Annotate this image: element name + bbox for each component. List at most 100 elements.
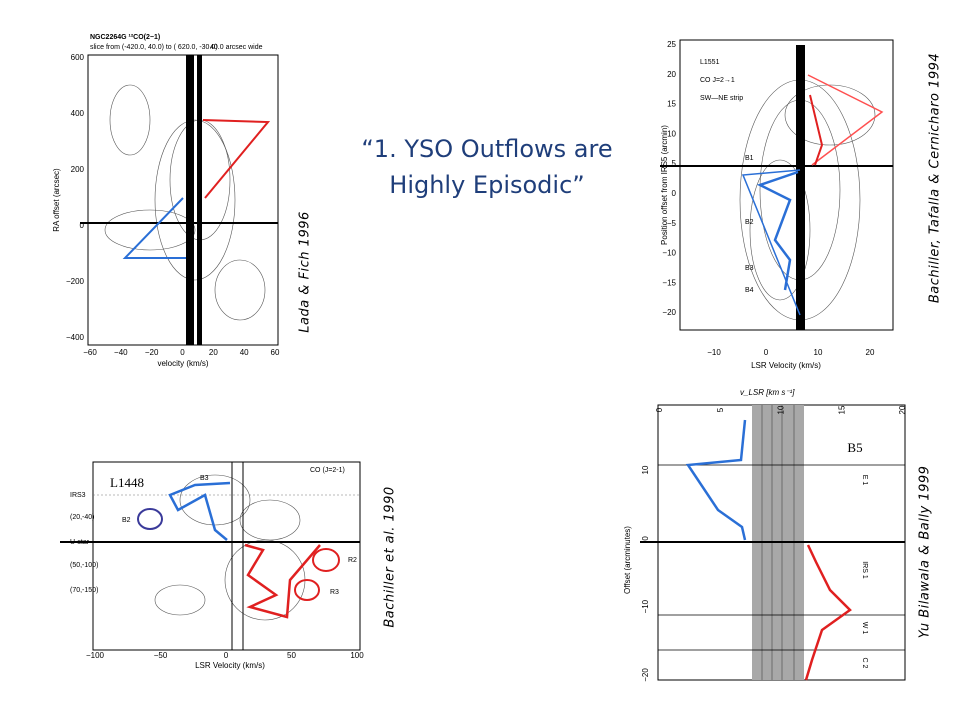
row-label: (20,-40) bbox=[70, 514, 95, 521]
blue-lobe bbox=[685, 419, 747, 541]
x-tick-label: 5 bbox=[716, 407, 725, 412]
contours bbox=[154, 474, 306, 621]
panel-4-figure bbox=[640, 404, 906, 681]
x-tick-label: 15 bbox=[837, 405, 846, 414]
slide-title: “1. YSO Outflows are bbox=[361, 135, 612, 163]
panel-header: L1551 bbox=[700, 59, 720, 66]
x-tick-label: −50 bbox=[154, 651, 168, 660]
x-tick-label: −20 bbox=[145, 348, 159, 357]
credit: Lada & Fich 1996 bbox=[298, 211, 313, 333]
feature-label: B3 bbox=[200, 475, 209, 482]
contour bbox=[154, 584, 206, 616]
y-tick-label: 15 bbox=[667, 100, 676, 109]
row-label: C 2 bbox=[861, 658, 868, 669]
y-tick-label: −20 bbox=[662, 308, 676, 317]
y-tick-label: 0 bbox=[80, 221, 85, 230]
row-label: E 1 bbox=[861, 475, 868, 486]
emission-band bbox=[796, 45, 805, 330]
plot-frame bbox=[92, 461, 361, 651]
x-tick-label: 0 bbox=[655, 407, 664, 412]
y-tick-label: −200 bbox=[66, 277, 85, 286]
x-tick-label: 0 bbox=[180, 348, 185, 357]
contour bbox=[109, 84, 151, 156]
clump-circle bbox=[137, 508, 163, 530]
contour bbox=[214, 259, 266, 321]
credit: Yu Bilawala & Bally 1999 bbox=[918, 466, 933, 639]
panel-header: slice from (-420.0, 40.0) to ( 620.0, -3… bbox=[90, 44, 218, 51]
panel-header: SW—NE strip bbox=[700, 95, 743, 102]
axis-label: LSR Velocity (km/s) bbox=[751, 361, 821, 370]
x-tick-label: 50 bbox=[287, 651, 296, 660]
x-tick-label: −60 bbox=[83, 348, 97, 357]
red-lobe bbox=[202, 119, 271, 199]
panel-1-figure bbox=[80, 54, 279, 346]
contour bbox=[784, 84, 876, 146]
credit: Bachiller et al. 1990 bbox=[383, 486, 398, 627]
panel-header: NGC2264G ¹²CO(2−1) bbox=[90, 34, 160, 41]
x-tick-label: 20 bbox=[898, 405, 907, 414]
plot-frame bbox=[87, 54, 279, 346]
y-tick-label: 600 bbox=[71, 53, 85, 62]
blue-lobe bbox=[122, 197, 186, 259]
red-lobe bbox=[804, 544, 852, 681]
x-tick-label: 0 bbox=[764, 348, 769, 357]
contour bbox=[749, 159, 811, 301]
y-tick-label: −10 bbox=[662, 249, 676, 258]
x-tick-label: 20 bbox=[866, 348, 875, 357]
x-tick-label: 10 bbox=[814, 348, 823, 357]
red-lobe bbox=[807, 74, 884, 166]
clump-circle bbox=[312, 548, 340, 572]
y-tick-label: −400 bbox=[66, 333, 85, 342]
axis-label: velocity (km/s) bbox=[157, 359, 208, 368]
axis-label: v_LSR [km s⁻¹] bbox=[740, 388, 795, 397]
row-label: W 1 bbox=[861, 622, 868, 635]
contour bbox=[154, 119, 236, 281]
clump-circle bbox=[294, 579, 320, 601]
row-label: IRS 1 bbox=[861, 561, 868, 579]
row-label: U-star bbox=[70, 539, 90, 546]
x-tick-label: 0 bbox=[224, 651, 229, 660]
panel-header: 40.0 arcsec wide bbox=[210, 44, 263, 51]
y-tick-label: 20 bbox=[667, 70, 676, 79]
feature-label: R2 bbox=[348, 557, 357, 564]
y-tick-label: −10 bbox=[641, 599, 650, 613]
feature-label: R3 bbox=[330, 589, 339, 596]
y-tick-label: −20 bbox=[641, 668, 650, 682]
y-tick-label: 5 bbox=[672, 159, 677, 168]
plot-frame bbox=[679, 39, 894, 331]
x-tick-label: −10 bbox=[707, 348, 721, 357]
x-tick-label: −40 bbox=[114, 348, 128, 357]
panel-3-figure bbox=[60, 461, 361, 651]
y-tick-label: 25 bbox=[667, 40, 676, 49]
y-tick-label: 200 bbox=[71, 165, 85, 174]
emission-band bbox=[186, 55, 194, 345]
emission-band bbox=[197, 55, 202, 345]
x-tick-label: 40 bbox=[240, 348, 249, 357]
contours bbox=[739, 79, 876, 321]
axis-label: Offset (arcminutes) bbox=[623, 526, 632, 594]
row-label: (70,-150) bbox=[70, 587, 98, 594]
panel-label: L1448 bbox=[110, 475, 144, 490]
feature-label: B1 bbox=[745, 155, 754, 162]
y-tick-label: 0 bbox=[672, 189, 677, 198]
row-label: (50,-100) bbox=[70, 562, 98, 569]
slide-title: Highly Episodic” bbox=[389, 171, 584, 199]
x-tick-label: 10 bbox=[777, 405, 786, 414]
panel-2-figure bbox=[660, 39, 894, 331]
x-tick-label: 20 bbox=[209, 348, 218, 357]
y-tick-label: −5 bbox=[667, 219, 677, 228]
x-tick-label: 60 bbox=[271, 348, 280, 357]
y-tick-label: 10 bbox=[641, 465, 650, 474]
panel-header: CO J=2→1 bbox=[700, 77, 735, 84]
feature-label: B3 bbox=[745, 265, 754, 272]
feature-label: B2 bbox=[745, 219, 754, 226]
red-lobe-inner bbox=[809, 94, 824, 166]
axis-label: RA offset (arcsec) bbox=[52, 168, 61, 232]
red-lobe bbox=[244, 543, 321, 619]
panel-label: B5 bbox=[847, 440, 862, 455]
x-tick-label: 100 bbox=[350, 651, 364, 660]
feature-label: B4 bbox=[745, 287, 754, 294]
y-tick-label: 0 bbox=[641, 536, 650, 541]
axis-label: LSR Velocity (km/s) bbox=[195, 661, 265, 670]
